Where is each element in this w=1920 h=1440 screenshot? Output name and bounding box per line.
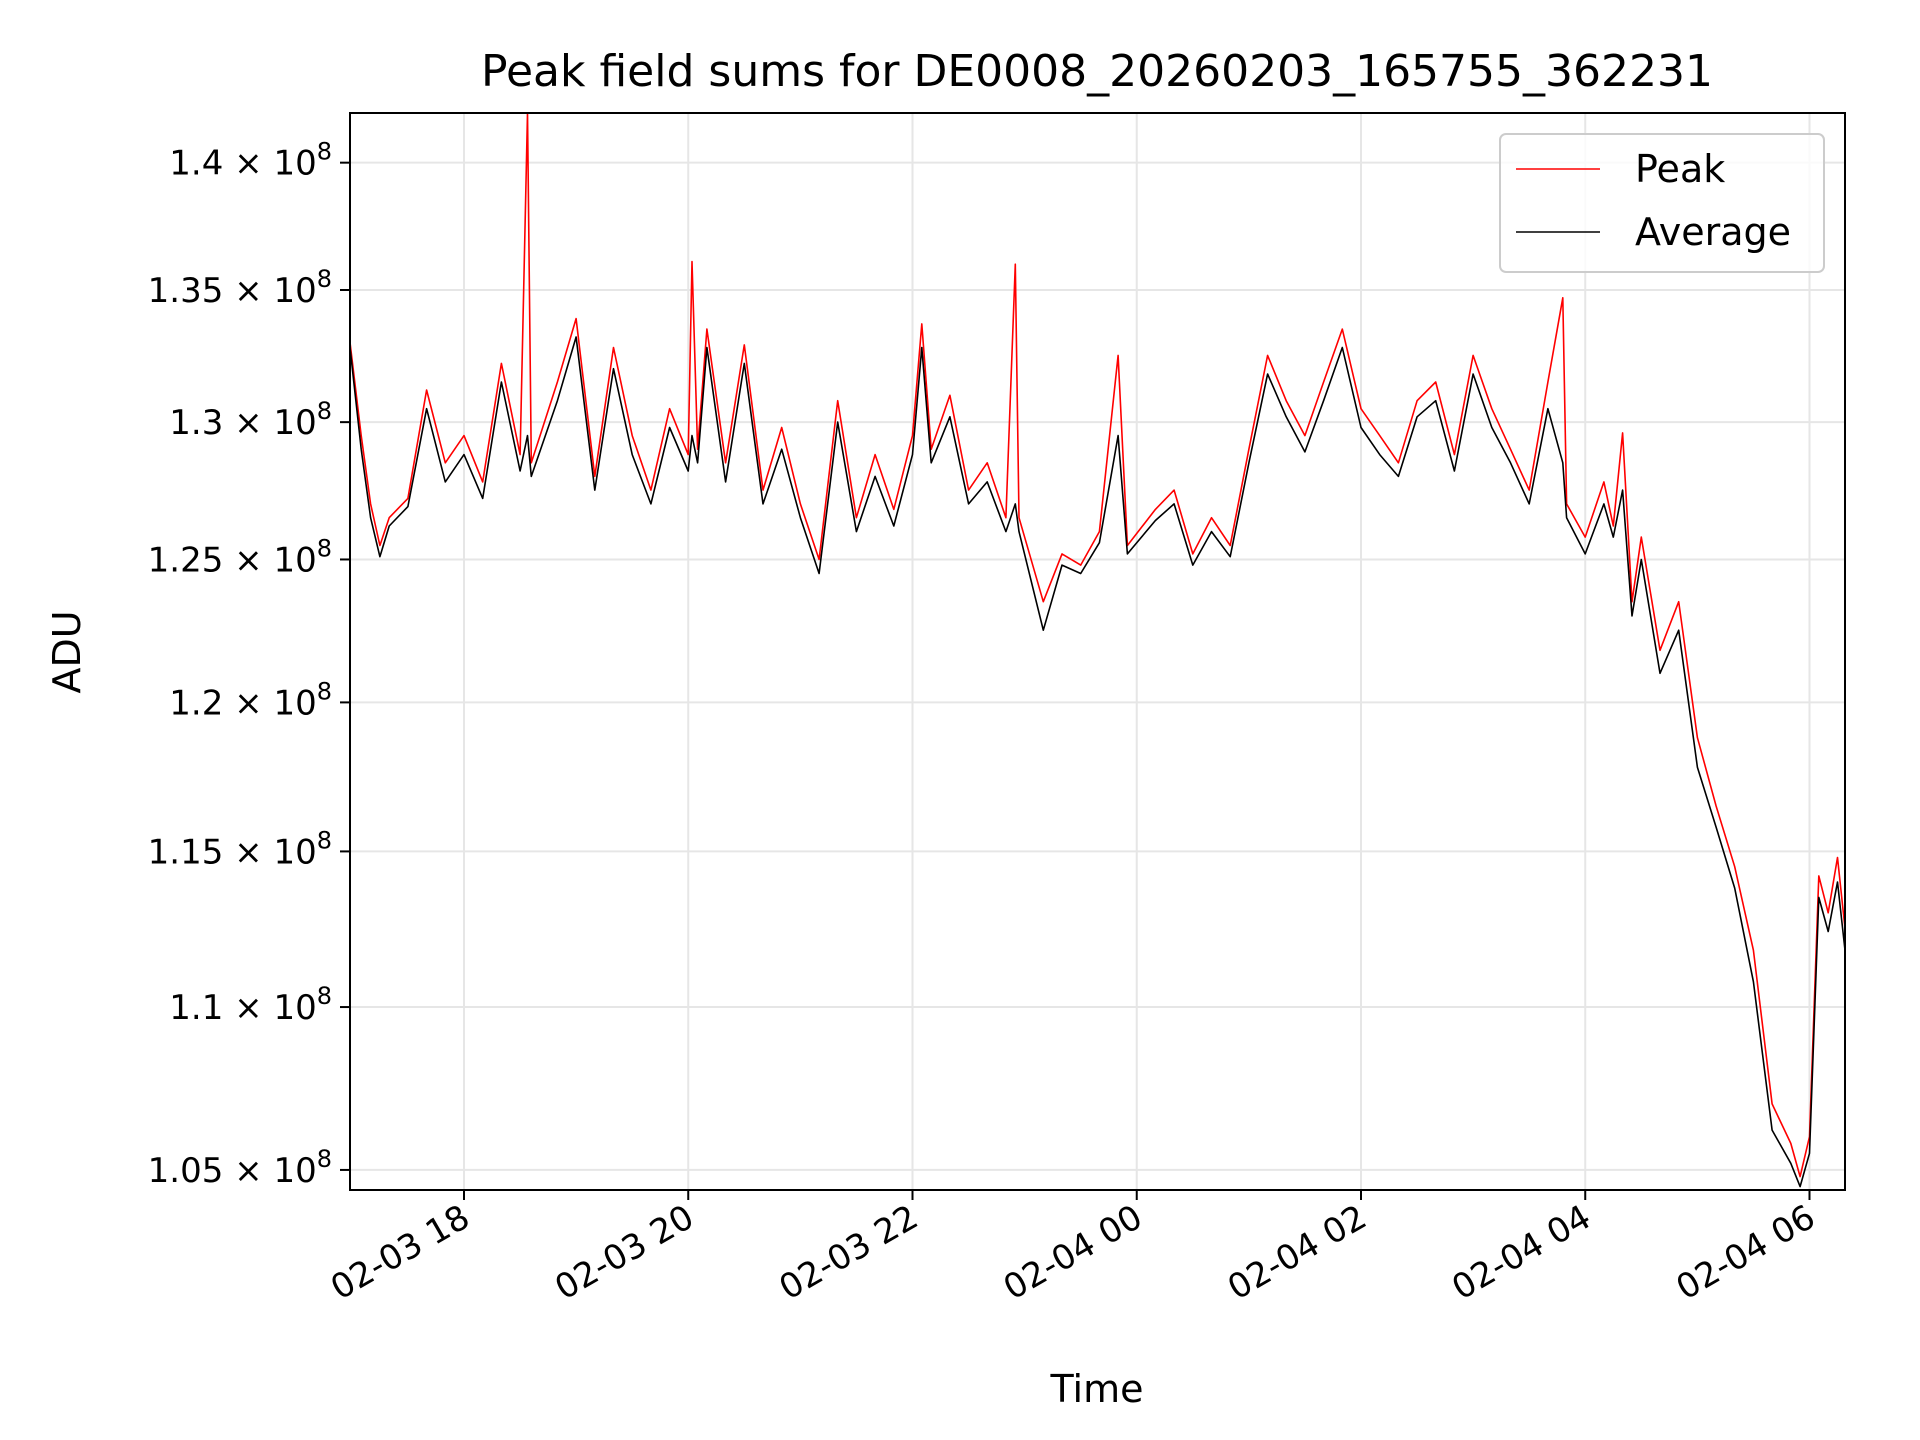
plot-frame [349,112,1846,1191]
y-tick-label: 1.2 × 108 [169,677,332,723]
y-tick-label: 1.05 × 108 [148,1145,332,1191]
y-axis-label: ADU [45,610,89,693]
y-tick-label: 1.25 × 108 [148,534,332,580]
y-tick-label: 1.3 × 108 [169,397,332,443]
y-tick-label: 1.1 × 108 [169,982,332,1028]
y-axis: 1.05 × 108 1.1 × 108 1.15 × 108 1.2 × 108 1.… [148,138,350,1191]
y-tick-label: 1.35 × 108 [148,265,332,311]
grid [350,113,1845,1190]
legend: Peak Average [1499,133,1825,273]
x-axis-label: Time [1050,1367,1144,1411]
legend-label-average: Average [1635,210,1791,254]
y-tick-label: 1.4 × 108 [169,138,332,184]
series-line-peak [350,113,1845,1178]
y-tick-label: 1.15 × 108 [148,826,332,872]
series-line-average [350,336,1845,1188]
legend-label-peak: Peak [1635,147,1725,191]
series-layer [350,113,1845,1188]
chart-title: Peak field sums for DE0008_20260203_1657… [481,46,1713,97]
